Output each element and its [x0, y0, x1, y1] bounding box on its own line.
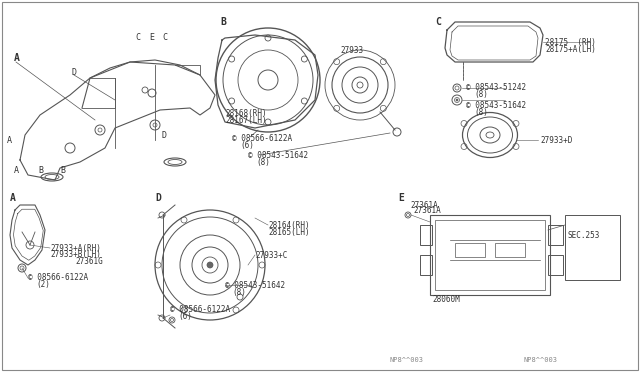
Bar: [565, 215, 620, 280]
Text: (6): (6): [178, 312, 192, 321]
Text: (2): (2): [36, 280, 50, 289]
Text: A: A: [10, 193, 16, 203]
Text: 28164(RH): 28164(RH): [268, 221, 310, 230]
Bar: [548, 255, 563, 275]
Text: 27933+C: 27933+C: [255, 250, 287, 260]
Circle shape: [456, 99, 458, 101]
Bar: [420, 225, 432, 245]
Text: 27933: 27933: [340, 45, 363, 55]
Text: D: D: [162, 131, 167, 140]
Text: 28175  (RH): 28175 (RH): [545, 38, 596, 46]
Bar: [435, 220, 545, 290]
Text: 28175+A(LH): 28175+A(LH): [545, 45, 596, 54]
Text: D: D: [72, 67, 77, 77]
Text: (8): (8): [474, 90, 488, 99]
Text: 27933+D: 27933+D: [540, 135, 572, 144]
Text: © 08566-6122A: © 08566-6122A: [170, 305, 230, 314]
Circle shape: [207, 262, 213, 268]
Text: © 08566-6122A: © 08566-6122A: [28, 273, 88, 282]
Text: 27361A: 27361A: [413, 205, 441, 215]
Bar: [495, 243, 525, 257]
Text: © 08543-51642: © 08543-51642: [248, 151, 308, 160]
Bar: [430, 215, 550, 295]
Text: 28060M: 28060M: [432, 295, 460, 305]
Text: C: C: [136, 32, 141, 42]
Text: © 08543-51642: © 08543-51642: [225, 280, 285, 289]
Text: E: E: [398, 193, 404, 203]
Text: © 08543-51242: © 08543-51242: [466, 83, 526, 92]
Bar: [420, 255, 432, 275]
Text: 27933+A(RH): 27933+A(RH): [50, 244, 101, 253]
Text: C: C: [163, 32, 168, 42]
Text: (8): (8): [232, 288, 246, 296]
Text: NP8^^003: NP8^^003: [390, 357, 424, 363]
Text: 27361A: 27361A: [410, 201, 438, 209]
Text: 28167(LH): 28167(LH): [225, 115, 267, 125]
Text: B: B: [38, 166, 43, 174]
Text: © 08543-51642: © 08543-51642: [466, 100, 526, 109]
Text: © 08566-6122A: © 08566-6122A: [232, 134, 292, 142]
Bar: [548, 225, 563, 245]
Text: 27933+B(LH): 27933+B(LH): [50, 250, 101, 260]
Text: NP8^^003: NP8^^003: [523, 357, 557, 363]
Text: 28165(LH): 28165(LH): [268, 228, 310, 237]
Text: C: C: [435, 17, 441, 27]
Text: E: E: [150, 32, 154, 42]
Text: SEC.253: SEC.253: [568, 231, 600, 240]
Text: (8): (8): [474, 108, 488, 116]
Text: A: A: [7, 135, 12, 144]
Text: A: A: [14, 53, 20, 63]
Text: B: B: [60, 166, 65, 174]
Text: D: D: [155, 193, 161, 203]
Text: 27361G: 27361G: [75, 257, 103, 266]
Text: A: A: [14, 166, 19, 174]
Text: (6): (6): [240, 141, 254, 150]
Text: B: B: [220, 17, 226, 27]
Text: 28168(RH): 28168(RH): [225, 109, 267, 118]
Text: (8): (8): [256, 157, 270, 167]
Bar: [455, 243, 485, 257]
